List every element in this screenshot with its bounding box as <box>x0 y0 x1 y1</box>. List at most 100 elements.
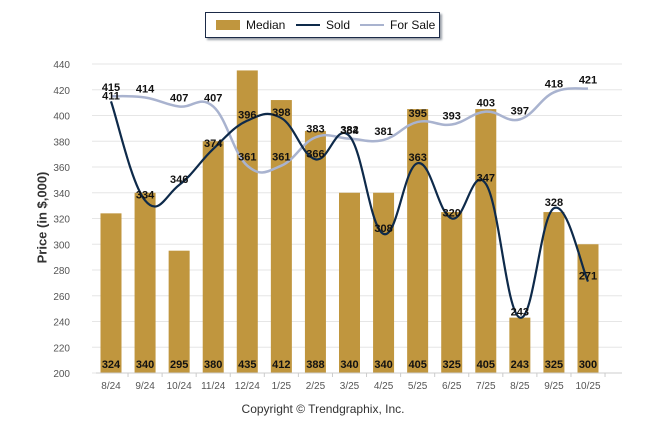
median-bar <box>168 250 190 373</box>
sold-data-label: 271 <box>579 271 597 283</box>
for-sale-data-label: 407 <box>170 92 188 104</box>
y-axis-ticks: 200 220 240 260 280 300 320 340 360 380 400 420 440 <box>53 60 70 380</box>
median-data-label: 295 <box>170 359 188 371</box>
y-tick-label: 280 <box>53 266 70 277</box>
median-data-label: 412 <box>272 359 290 371</box>
sold-data-label: 347 <box>477 173 495 185</box>
x-tick-label: 1/25 <box>272 381 292 392</box>
x-tick-label: 4/25 <box>374 381 394 392</box>
for-sale-data-label: 361 <box>238 152 256 164</box>
y-tick-label: 260 <box>53 292 70 303</box>
x-tick-label: 2/25 <box>306 381 326 392</box>
sold-data-label: 411 <box>102 90 120 102</box>
y-axis-title: Price (in $,000) <box>34 171 50 264</box>
median-bar <box>509 317 531 373</box>
y-tick-label: 420 <box>53 86 70 97</box>
y-tick-label: 240 <box>53 318 70 329</box>
sold-data-label: 243 <box>511 307 529 319</box>
y-tick-label: 380 <box>53 137 70 148</box>
legend-label-for-sale: For Sale <box>390 18 436 32</box>
for-sale-data-label: 393 <box>443 111 461 123</box>
for-sale-data-label: 382 <box>340 125 358 137</box>
for-sale-data-label: 421 <box>579 74 597 86</box>
median-bar <box>236 70 258 373</box>
for-sale-swatch-icon <box>360 24 384 26</box>
sold-data-label: 328 <box>545 197 563 209</box>
median-bar <box>100 213 122 373</box>
x-tick-label: 10/24 <box>167 381 192 392</box>
x-tick-label: 9/24 <box>135 381 155 392</box>
x-tick-label: 8/25 <box>510 381 530 392</box>
y-tick-label: 440 <box>53 60 70 71</box>
median-data-label: 388 <box>306 359 324 371</box>
x-tick-label: 9/25 <box>544 381 564 392</box>
for-sale-data-label: 414 <box>136 83 155 95</box>
sold-data-label: 384 <box>340 125 359 137</box>
for-sale-line-path <box>110 87 589 174</box>
legend-item-for-sale[interactable]: For Sale <box>360 18 435 32</box>
median-bar <box>543 212 565 373</box>
x-tick-label: 8/24 <box>101 381 121 392</box>
x-tick-label: 11/24 <box>201 381 226 392</box>
median-data-label: 340 <box>374 359 392 371</box>
sold-data-label: 346 <box>170 174 188 186</box>
median-bar <box>441 212 463 373</box>
legend-label-median: Median <box>246 18 286 32</box>
median-bar <box>304 130 326 373</box>
legend-label-sold: Sold <box>326 18 351 32</box>
x-tick-label: 6/25 <box>442 381 462 392</box>
y-tick-label: 300 <box>53 240 70 251</box>
sold-swatch-icon <box>296 24 320 26</box>
sold-data-label: 396 <box>238 110 256 122</box>
y-tick-label: 340 <box>53 189 70 200</box>
sold-line-path <box>109 100 590 319</box>
sold-data-label: 398 <box>272 107 290 119</box>
median-data-label: 243 <box>511 359 529 371</box>
for-sale-data-label: 381 <box>374 126 392 138</box>
y-tick-label: 220 <box>53 343 70 354</box>
y-tick-label: 320 <box>53 215 70 226</box>
copyright-text: Copyright © Trendgraphix, Inc. <box>241 402 405 416</box>
x-tick-label: 12/24 <box>235 381 260 392</box>
y-tick-label: 400 <box>53 112 70 123</box>
median-data-label: 324 <box>102 359 121 371</box>
x-tick-label: 7/25 <box>476 381 496 392</box>
median-data-label: 340 <box>136 359 154 371</box>
for-sale-data-label: 397 <box>511 105 529 117</box>
median-bar <box>475 109 497 373</box>
median-bar <box>373 192 395 373</box>
x-axis: 8/24 9/24 10/24 11/24 12/24 1/25 2/25 3/25 4/25 5… <box>96 372 622 392</box>
for-sale-data-label: 383 <box>306 123 324 135</box>
median-data-label: 340 <box>340 359 358 371</box>
median-bar <box>270 100 292 374</box>
legend: Median Sold For Sale <box>205 12 440 38</box>
sold-data-label: 366 <box>306 148 324 160</box>
median-data-label: 405 <box>477 359 495 371</box>
sold-line <box>109 100 590 319</box>
x-tick-label: 3/25 <box>340 381 360 392</box>
median-bar <box>407 109 429 373</box>
legend-item-median[interactable]: Median <box>216 18 285 32</box>
legend-item-sold[interactable]: Sold <box>296 18 350 32</box>
median-data-label: 435 <box>238 359 256 371</box>
for-sale-data-label: 361 <box>272 152 290 164</box>
median-data-label: 300 <box>579 359 597 371</box>
median-bar <box>202 141 224 373</box>
for-sale-line <box>110 87 589 174</box>
for-sale-data-label: 395 <box>408 108 426 120</box>
median-swatch-icon <box>216 20 240 30</box>
y-tick-label: 360 <box>53 163 70 174</box>
for-sale-data-label: 418 <box>545 78 563 90</box>
y-tick-label: 200 <box>53 369 70 380</box>
median-bar <box>577 244 599 373</box>
median-data-label: 405 <box>408 359 426 371</box>
x-tick-label: 5/25 <box>408 381 428 392</box>
data-labels: 324 340 295 380 435 412 388 340 340 405 325 405 243 3… <box>102 74 597 371</box>
sold-data-label: 363 <box>408 152 426 164</box>
for-sale-data-label: 407 <box>204 92 222 104</box>
sold-data-label: 320 <box>443 208 461 220</box>
x-tick-label: 10/25 <box>575 381 600 392</box>
median-bar <box>339 192 360 373</box>
sold-data-label: 308 <box>374 223 392 235</box>
